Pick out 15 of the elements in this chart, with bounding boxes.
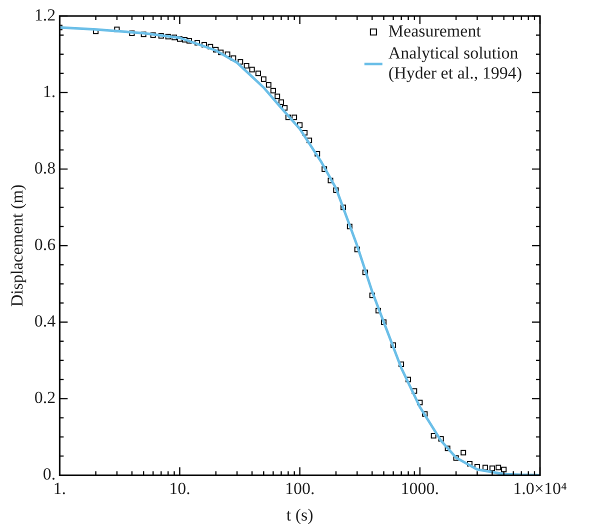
x-axis-title: t (s) <box>286 505 314 524</box>
y-tick-label: 0.6 <box>34 235 56 254</box>
x-tick-label: 100. <box>284 478 315 498</box>
y-tick-label: 1. <box>42 82 56 101</box>
legend-label: Measurement <box>388 21 482 40</box>
y-tick-label: 0.8 <box>34 158 56 178</box>
x-tick-label: 10. <box>169 478 190 498</box>
y-tick-label: 0.4 <box>34 312 56 331</box>
x-tick-label: 1000. <box>400 478 440 498</box>
x-tick-label: 1.0×10⁴ <box>513 478 567 498</box>
y-tick-label: 0. <box>42 464 56 484</box>
y-tick-label: 1.2 <box>34 5 56 24</box>
y-axis-title: Displacement (m) <box>8 184 27 307</box>
y-tick-label: 0.2 <box>34 388 56 408</box>
legend-label: Analytical solution (Hyder et al., 1994) <box>388 43 522 82</box>
